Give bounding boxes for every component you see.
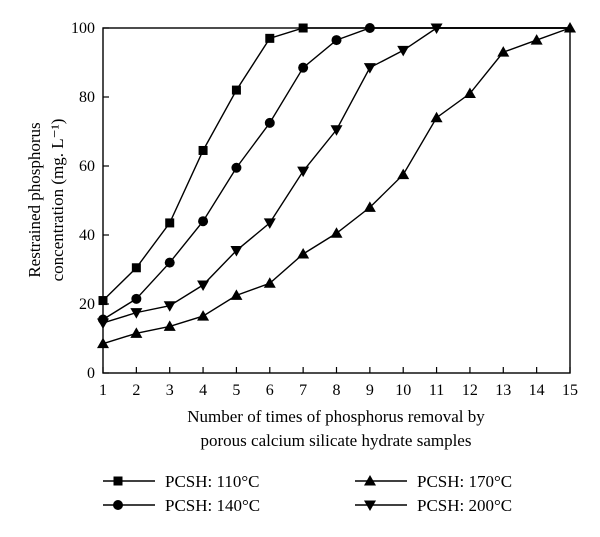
data-point <box>165 218 175 228</box>
series-group <box>97 22 576 349</box>
x-tick-label: 2 <box>132 382 140 399</box>
legend-label: PCSH: 140°C <box>165 496 260 515</box>
y-tick-label: 80 <box>79 89 95 106</box>
x-tick-label: 1 <box>99 382 107 399</box>
data-point <box>230 289 243 300</box>
y-tick-label: 40 <box>79 227 95 244</box>
y-tick-label: 20 <box>79 296 95 313</box>
data-point <box>298 23 308 33</box>
data-point <box>430 111 443 123</box>
legend-item-4: PCSH: 200°C <box>355 496 512 515</box>
data-point <box>197 310 210 321</box>
data-point <box>164 257 175 268</box>
x-tick-label: 8 <box>333 382 341 399</box>
legend-item-3: PCSH: 170°C <box>355 472 512 491</box>
plot-frame <box>102 27 571 374</box>
data-point <box>497 46 510 57</box>
legend-item-2: PCSH: 140°C <box>103 496 260 515</box>
legend-label: PCSH: 110°C <box>165 472 260 491</box>
data-point <box>331 35 342 46</box>
x-tick-label: 15 <box>562 382 578 399</box>
legend-item-1: PCSH: 110°C <box>103 472 260 491</box>
x-tick-label: 10 <box>395 382 411 399</box>
y-tick-label: 60 <box>79 158 95 175</box>
data-point <box>364 23 375 33</box>
data-point <box>264 117 275 128</box>
data-point <box>363 201 376 212</box>
series-line <box>102 27 571 345</box>
axes <box>102 27 571 374</box>
x-tick-label: 12 <box>462 382 478 399</box>
y-axis-ticks: 0 20 40 60 80 100 <box>71 20 109 382</box>
data-point <box>198 145 208 155</box>
x-axis-label-line-1: Number of times of phosphorus removal by <box>187 407 485 426</box>
legend-marker <box>113 476 123 486</box>
series-3 <box>97 22 576 349</box>
data-point <box>98 296 108 306</box>
legend-marker <box>364 475 376 486</box>
data-point <box>297 247 310 259</box>
legend-marker <box>113 500 123 510</box>
x-tick-label: 11 <box>429 382 444 399</box>
x-tick-label: 4 <box>199 382 207 399</box>
legend-label: PCSH: 200°C <box>417 496 512 515</box>
series-4 <box>97 23 570 329</box>
data-point <box>363 63 376 74</box>
data-point <box>97 337 109 349</box>
y-axis-label-line-1: Restrained phosphorus <box>25 122 44 277</box>
x-tick-label: 3 <box>166 382 174 399</box>
legend-label: PCSH: 170°C <box>417 472 512 491</box>
data-point <box>430 23 443 34</box>
data-point <box>198 216 209 227</box>
data-point <box>330 125 343 136</box>
series-2 <box>98 23 570 325</box>
data-point <box>97 318 109 329</box>
y-axis-label-line-2: concentration (mg. L⁻¹) <box>48 119 67 282</box>
data-point <box>265 33 275 43</box>
data-point <box>231 162 242 173</box>
series-line <box>102 27 570 324</box>
x-tick-label: 13 <box>495 382 511 399</box>
data-point <box>197 280 210 292</box>
data-point <box>330 227 343 238</box>
data-point <box>163 320 176 331</box>
x-tick-label: 7 <box>299 382 307 399</box>
x-tick-label: 6 <box>266 382 274 399</box>
y-tick-label: 0 <box>87 365 95 382</box>
data-point <box>298 62 309 73</box>
legend: PCSH: 110°C PCSH: 140°C PCSH: 170°C PCSH: 2… <box>103 472 512 515</box>
data-point <box>130 308 143 319</box>
data-point <box>564 22 576 33</box>
data-point <box>230 246 243 257</box>
data-point <box>263 277 276 288</box>
data-point <box>231 85 241 95</box>
x-tick-label: 14 <box>529 382 545 399</box>
x-tick-label: 9 <box>366 382 374 399</box>
data-point <box>397 168 410 180</box>
data-point <box>397 45 410 57</box>
data-point <box>530 34 543 45</box>
data-point <box>463 87 476 99</box>
data-point <box>297 166 310 178</box>
legend-marker <box>364 500 376 511</box>
x-axis-ticks: 1 2 3 4 5 6 7 8 9 10 11 12 13 14 15 <box>99 367 578 399</box>
data-point <box>131 293 142 304</box>
data-point <box>263 218 276 229</box>
data-point <box>163 301 176 312</box>
data-point <box>131 263 141 273</box>
x-axis-label-line-2: porous calcium silicate hydrate samples <box>201 431 472 450</box>
y-tick-label: 100 <box>71 20 95 37</box>
x-tick-label: 5 <box>232 382 240 399</box>
series-line <box>102 27 570 321</box>
data-point <box>130 327 143 338</box>
